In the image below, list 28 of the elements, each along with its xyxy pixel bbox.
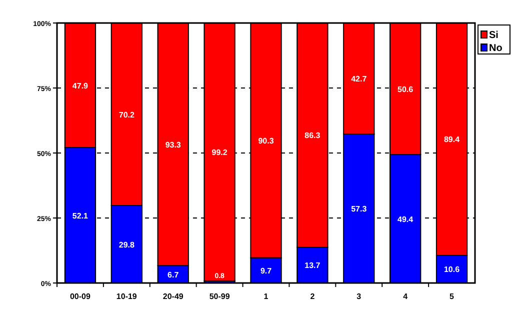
- legend-label: No: [489, 43, 502, 54]
- data-label: 9.7: [260, 266, 272, 276]
- data-label: 86.3: [304, 131, 321, 140]
- data-label: 99.2: [212, 148, 228, 157]
- data-label: 29.8: [118, 240, 135, 250]
- legend-label: Si: [489, 30, 499, 41]
- x-tick-label: 3: [356, 292, 362, 301]
- data-label: 10.6: [444, 265, 460, 274]
- data-label: 70.2: [118, 110, 135, 120]
- x-tick-label: 10-19: [116, 292, 138, 301]
- data-label: 52.1: [72, 211, 89, 220]
- data-label: 13.7: [304, 261, 321, 270]
- data-label: 89.4: [444, 135, 460, 144]
- x-tick-label: 1: [264, 292, 269, 301]
- x-tick-label: 2: [310, 292, 316, 301]
- x-tick-label: 00-09: [70, 292, 91, 301]
- x-tick-label: 50-99: [209, 292, 230, 301]
- data-label: 57.3: [351, 204, 368, 214]
- data-label: 47.9: [72, 81, 89, 90]
- x-tick-label: 5: [450, 292, 455, 301]
- x-tick-label: 4: [403, 292, 408, 301]
- data-label: 49.4: [398, 214, 414, 224]
- data-label: 50.6: [398, 84, 414, 94]
- data-label: 42.7: [351, 74, 368, 84]
- data-label: 90.3: [258, 136, 274, 146]
- x-tick-label: 20-49: [162, 292, 184, 301]
- data-label: 6.7: [168, 270, 180, 280]
- data-label: 93.3: [165, 140, 182, 150]
